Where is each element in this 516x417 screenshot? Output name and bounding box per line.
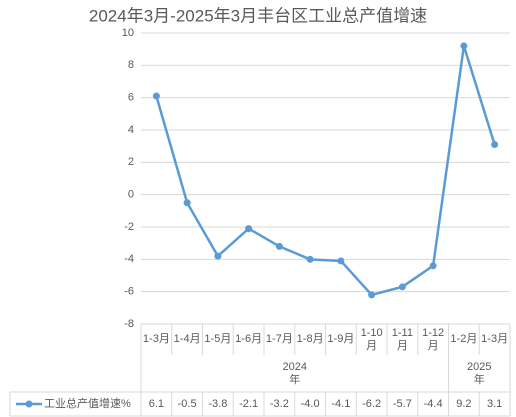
marker [306, 255, 314, 263]
marker [275, 242, 283, 250]
marker [245, 225, 253, 233]
x-tick-label: 1-4月 [173, 333, 201, 345]
marker [398, 283, 406, 291]
x-tick-label: 1-9月 [327, 333, 355, 345]
y-tick-label: 2 [128, 156, 134, 168]
marker [429, 262, 437, 270]
value-label: -6.2 [362, 397, 382, 410]
line [155, 45, 496, 297]
x-tick-label: 1-7月 [265, 333, 293, 345]
value-label: -4.4 [423, 397, 443, 410]
y-tick-label: 10 [122, 27, 134, 39]
x-tick-label: 1-12月 [422, 326, 445, 352]
x-tick-label: 1-8月 [296, 333, 324, 345]
value-label: 6.1 [148, 397, 165, 410]
value-label: 3.1 [486, 397, 503, 410]
legend-marker [25, 400, 33, 408]
y-tick-label: 0 [128, 189, 134, 201]
value-label: 9.2 [456, 397, 472, 410]
y-tick-label: 4 [128, 124, 134, 136]
value-label: -3.2 [269, 397, 289, 410]
marker [214, 252, 222, 260]
value-label: -5.7 [392, 397, 412, 410]
legend-label: 工业总产值增速% [44, 397, 131, 410]
marker [337, 257, 345, 265]
value-label: -0.5 [177, 397, 197, 410]
group-label: 2025年 [467, 360, 492, 386]
x-tick-label: 1-11月 [391, 326, 413, 352]
x-tick-label: 1-3月 [142, 333, 170, 345]
y-tick-label: 6 [128, 92, 134, 104]
group-label: 2024年 [282, 360, 307, 386]
marker [183, 199, 191, 207]
y-tick-label: -8 [124, 318, 134, 330]
value-label: -3.8 [208, 397, 228, 410]
value-label: -2.1 [239, 397, 259, 410]
marker [460, 42, 468, 50]
y-tick-label: -6 [124, 286, 134, 298]
x-tick-label: 1-5月 [204, 333, 232, 345]
value-label: -4.1 [331, 397, 351, 410]
y-tick-label: -2 [124, 221, 134, 233]
value-label: -4.0 [300, 397, 320, 410]
x-tick-label: 1-2月 [450, 333, 478, 345]
chart-title: 2024年3月-2025年3月丰台区工业总产值增速 [89, 6, 427, 25]
y-tick-label: -4 [124, 253, 134, 265]
marker [152, 92, 160, 100]
marker [491, 141, 499, 149]
x-tick-label: 1-10月 [360, 326, 383, 352]
y-tick-label: 8 [128, 59, 134, 71]
marker [368, 291, 376, 299]
x-tick-label: 1-6月 [235, 333, 263, 345]
x-tick-label: 1-3月 [481, 333, 509, 345]
